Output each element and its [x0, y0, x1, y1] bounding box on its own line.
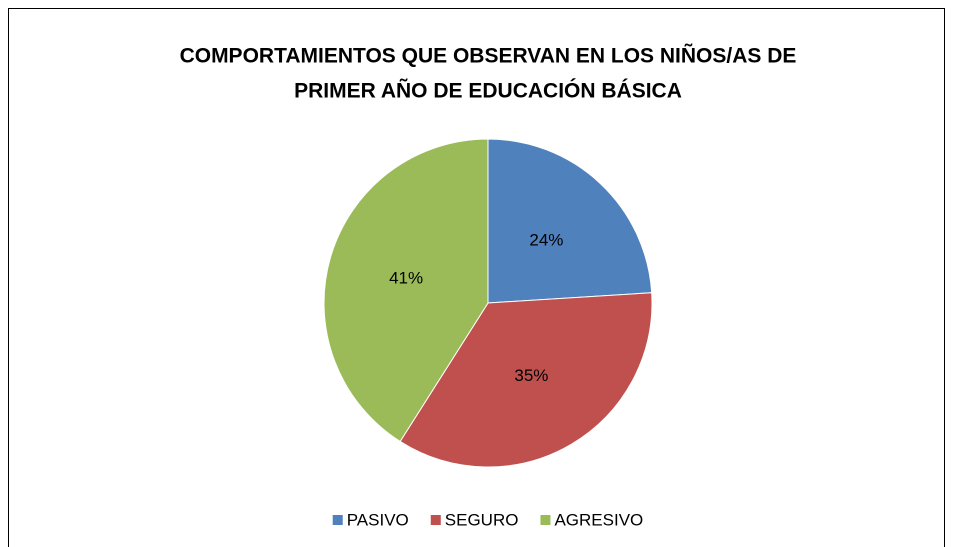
chart-border: [8, 8, 945, 547]
legend-label: AGRESIVO: [554, 510, 643, 529]
chart-title: PRIMER AÑO DE EDUCACIÓN BÁSICA: [294, 79, 682, 103]
legend-swatch: [332, 515, 343, 525]
pie-slice: [323, 138, 489, 443]
pie-slice: [487, 138, 653, 304]
data-label: 41%: [389, 269, 423, 288]
pie-slice: [399, 292, 653, 468]
legend-swatch: [430, 515, 441, 525]
data-label: 24%: [529, 230, 563, 249]
legend-swatch: [540, 515, 551, 525]
chart-title: COMPORTAMIENTOS QUE OBSERVAN EN LOS NIÑO…: [180, 45, 797, 68]
legend-label: SEGURO: [445, 510, 519, 529]
legend-label: PASIVO: [347, 510, 409, 529]
data-label: 35%: [514, 366, 548, 385]
